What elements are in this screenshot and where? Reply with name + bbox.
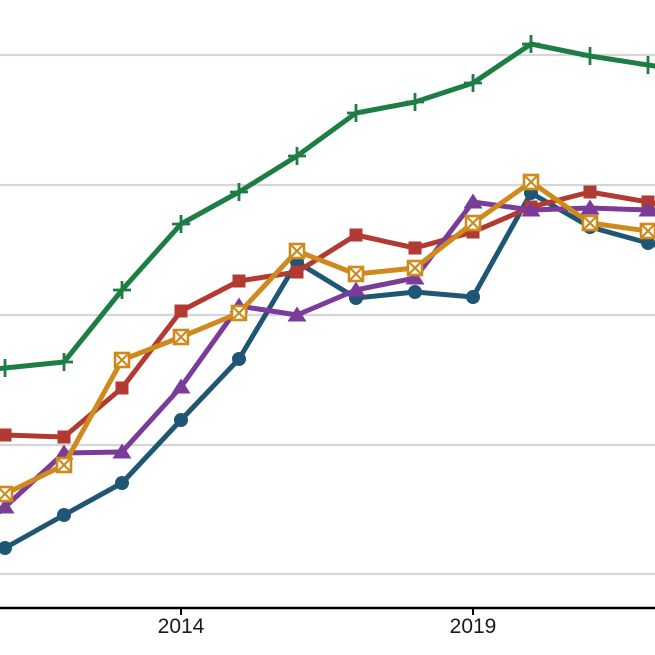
triangle-marker-icon [405, 269, 425, 285]
x-tick-label-2019: 2019 [449, 615, 497, 638]
square-marker-icon [57, 430, 71, 444]
square-marker-icon [0, 428, 12, 442]
boxed-x-marker-icon [289, 243, 305, 259]
boxed-x-marker-icon [640, 223, 655, 239]
boxed-x-marker-icon [173, 329, 189, 345]
triangle-marker-icon [287, 306, 307, 322]
circle-marker-icon [408, 285, 422, 299]
circle-marker-icon [57, 508, 71, 522]
boxed-x-marker-icon [0, 486, 13, 502]
series-line-purple-triangle [0, 199, 655, 515]
boxed-x-marker-icon [114, 352, 130, 368]
boxed-x-marker-icon [582, 215, 598, 231]
square-marker-icon [174, 304, 188, 318]
plus-marker-icon [0, 359, 14, 377]
triangle-marker-icon [580, 199, 600, 215]
series-line-red-square [0, 189, 655, 440]
circle-marker-icon [115, 476, 129, 490]
square-marker-icon [115, 381, 129, 395]
series-line-orange-boxed-x [0, 179, 655, 499]
triangle-marker-icon [346, 281, 366, 297]
boxed-x-marker-icon [348, 266, 364, 282]
circle-marker-icon [174, 413, 188, 427]
plus-marker-icon [464, 74, 482, 92]
triangle-marker-icon [463, 193, 483, 209]
circle-marker-icon [0, 541, 12, 555]
square-marker-icon [232, 274, 246, 288]
plus-marker-icon [55, 353, 73, 371]
plus-marker-icon [406, 93, 424, 111]
square-marker-icon [290, 265, 304, 279]
square-marker-icon [583, 185, 597, 199]
square-marker-icon [349, 228, 363, 242]
triangle-marker-icon [112, 443, 132, 459]
boxed-x-marker-icon [56, 457, 72, 473]
series-line-blue-circle [0, 190, 655, 554]
square-marker-icon [408, 241, 422, 255]
triangle-marker-icon [521, 201, 541, 217]
triangle-marker-icon [638, 201, 655, 217]
plus-marker-icon [288, 147, 306, 165]
boxed-x-marker-icon [523, 174, 539, 190]
circle-marker-icon [466, 290, 480, 304]
boxed-x-marker-icon [231, 305, 247, 321]
circle-marker-icon [641, 236, 655, 250]
circle-marker-icon [232, 352, 246, 366]
plus-marker-icon [522, 35, 540, 53]
boxed-x-marker-icon [407, 260, 423, 276]
plus-marker-icon [639, 56, 655, 74]
plus-marker-icon [581, 47, 599, 65]
plus-marker-icon [347, 104, 365, 122]
x-tick-label-2014: 2014 [157, 615, 205, 638]
plus-marker-icon [230, 183, 248, 201]
triangle-marker-icon [171, 378, 191, 394]
boxed-x-marker-icon [465, 215, 481, 231]
series-line-green-plus [0, 41, 655, 372]
plus-marker-icon [113, 281, 131, 299]
plus-marker-icon [172, 215, 190, 233]
